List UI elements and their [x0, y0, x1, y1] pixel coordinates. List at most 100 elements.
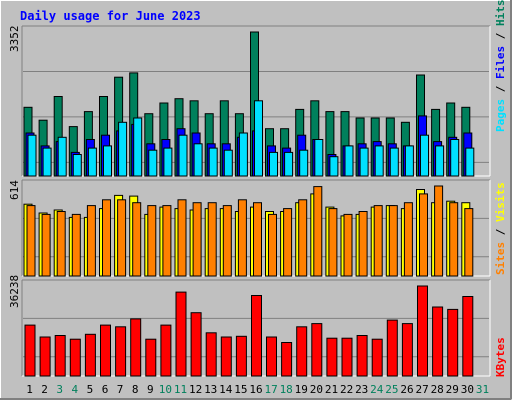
- bar-pages-day-1: [27, 134, 37, 177]
- bar-kbytes-day-10: [160, 324, 172, 377]
- bar-kbytes-day-24: [371, 338, 383, 377]
- bar-sites-day-3: [56, 211, 66, 277]
- bar-kbytes-day-26: [401, 323, 413, 377]
- bar-kbytes-day-1: [24, 324, 36, 377]
- bar-sites-day-24: [373, 205, 383, 277]
- bar-kbytes-day-27: [417, 285, 428, 377]
- bar-pages-day-30: [465, 147, 475, 177]
- day-label-13: 13: [204, 383, 217, 396]
- bar-sites-day-11: [177, 199, 187, 277]
- legend-files: Files: [494, 46, 507, 79]
- bar-pages-day-3: [57, 136, 67, 177]
- bar-kbytes-day-14: [220, 336, 232, 377]
- bar-sites-day-26: [403, 202, 413, 277]
- day-label-19: 19: [295, 383, 308, 396]
- bar-kbytes-day-11: [175, 291, 187, 377]
- bar-pages-day-22: [344, 145, 354, 177]
- bar-pages-day-8: [133, 117, 143, 177]
- bar-pages-day-25: [389, 147, 399, 177]
- legend-sep-2: /: [494, 32, 507, 39]
- bar-pages-day-16: [254, 100, 263, 177]
- bar-pages-day-17: [269, 151, 278, 177]
- bar-kbytes-day-28: [432, 306, 444, 377]
- day-label-4: 4: [71, 383, 78, 396]
- day-labels: 1 2 3 4 5 6 7 8 9 10 11 12 13 14 15 16 17 18 19 20 21 22 23 24 2…: [26, 383, 489, 396]
- bar-kbytes-day-29: [447, 308, 459, 377]
- bar-sites-day-22: [343, 213, 353, 277]
- bar-sites-day-1: [26, 205, 36, 277]
- bar-pages-day-12: [193, 143, 203, 177]
- day-label-27: 27: [415, 383, 428, 396]
- day-label-1: 1: [26, 383, 33, 396]
- legend-sep-1: /: [494, 85, 507, 92]
- day-label-29: 29: [446, 383, 459, 396]
- max-label-hits: 3352: [8, 26, 21, 53]
- bar-kbytes-day-4: [69, 338, 81, 377]
- bar-sites-day-4: [71, 213, 81, 277]
- bar-pages-day-13: [208, 147, 218, 177]
- bar-pages-day-20: [314, 139, 324, 177]
- bar-kbytes-day-22: [341, 337, 353, 377]
- legend-hits: Hits: [494, 0, 507, 26]
- legend-pages: Pages: [494, 99, 507, 132]
- bar-pages-day-4: [72, 154, 82, 177]
- day-label-25: 25: [385, 383, 398, 396]
- bar-pages-day-29: [450, 139, 460, 177]
- bar-kbytes-day-8: [130, 318, 142, 377]
- bar-sites-day-5: [86, 205, 96, 277]
- legend-kbytes: KBytes: [494, 337, 507, 377]
- max-label-kbytes: 36238: [8, 275, 21, 308]
- bar-kbytes-day-5: [84, 333, 96, 377]
- bar-pages-day-21: [329, 156, 339, 177]
- bar-pages-day-2: [42, 147, 52, 177]
- bar-sites-day-6: [102, 199, 111, 277]
- day-label-9: 9: [147, 383, 154, 396]
- bar-pages-day-23: [359, 147, 369, 177]
- bar-kbytes-day-2: [39, 336, 51, 377]
- day-label-10: 10: [159, 383, 172, 396]
- bar-pages-day-5: [87, 147, 97, 177]
- day-label-8: 8: [132, 383, 139, 396]
- bar-kbytes-day-25: [386, 319, 398, 377]
- bar-kbytes-day-13: [205, 332, 217, 377]
- bar-sites-day-7: [117, 199, 127, 277]
- bar-sites-day-13: [207, 202, 217, 277]
- bar-sites-day-17: [268, 213, 277, 277]
- max-label-visits: 614: [8, 180, 21, 200]
- bar-pages-day-6: [103, 145, 112, 177]
- day-label-3: 3: [56, 383, 63, 396]
- kbytes-panel: [21, 279, 491, 377]
- bar-kbytes-day-20: [311, 323, 323, 377]
- legend-panel-1: Pages / Files / Hits: [494, 0, 507, 132]
- visits-panel: [21, 179, 491, 277]
- bar-kbytes-day-7: [115, 326, 127, 377]
- bar-pages-day-14: [223, 149, 233, 177]
- day-label-21: 21: [325, 383, 338, 396]
- bar-kbytes-day-3: [54, 335, 66, 377]
- bar-sites-day-15: [237, 199, 247, 277]
- day-label-11: 11: [174, 383, 187, 396]
- bar-sites-day-28: [434, 185, 444, 277]
- day-label-23: 23: [355, 383, 368, 396]
- day-label-16: 16: [249, 383, 262, 396]
- bar-kbytes-day-30: [462, 296, 474, 377]
- day-label-31: 31: [476, 383, 489, 396]
- bar-sites-day-27: [419, 193, 428, 277]
- day-label-2: 2: [41, 383, 48, 396]
- bar-kbytes-day-23: [356, 335, 368, 377]
- bar-pages-day-7: [118, 121, 128, 177]
- day-label-6: 6: [102, 383, 109, 396]
- bar-sites-day-8: [132, 202, 142, 277]
- day-label-20: 20: [310, 383, 323, 396]
- bar-pages-day-9: [148, 149, 158, 177]
- day-label-24: 24: [370, 383, 384, 396]
- bar-sites-day-21: [328, 208, 338, 277]
- day-label-30: 30: [461, 383, 474, 396]
- bar-sites-day-10: [162, 205, 172, 277]
- bar-sites-day-9: [147, 205, 157, 277]
- bar-pages-day-26: [404, 145, 414, 177]
- day-label-22: 22: [340, 383, 353, 396]
- bar-kbytes-day-16: [251, 295, 262, 377]
